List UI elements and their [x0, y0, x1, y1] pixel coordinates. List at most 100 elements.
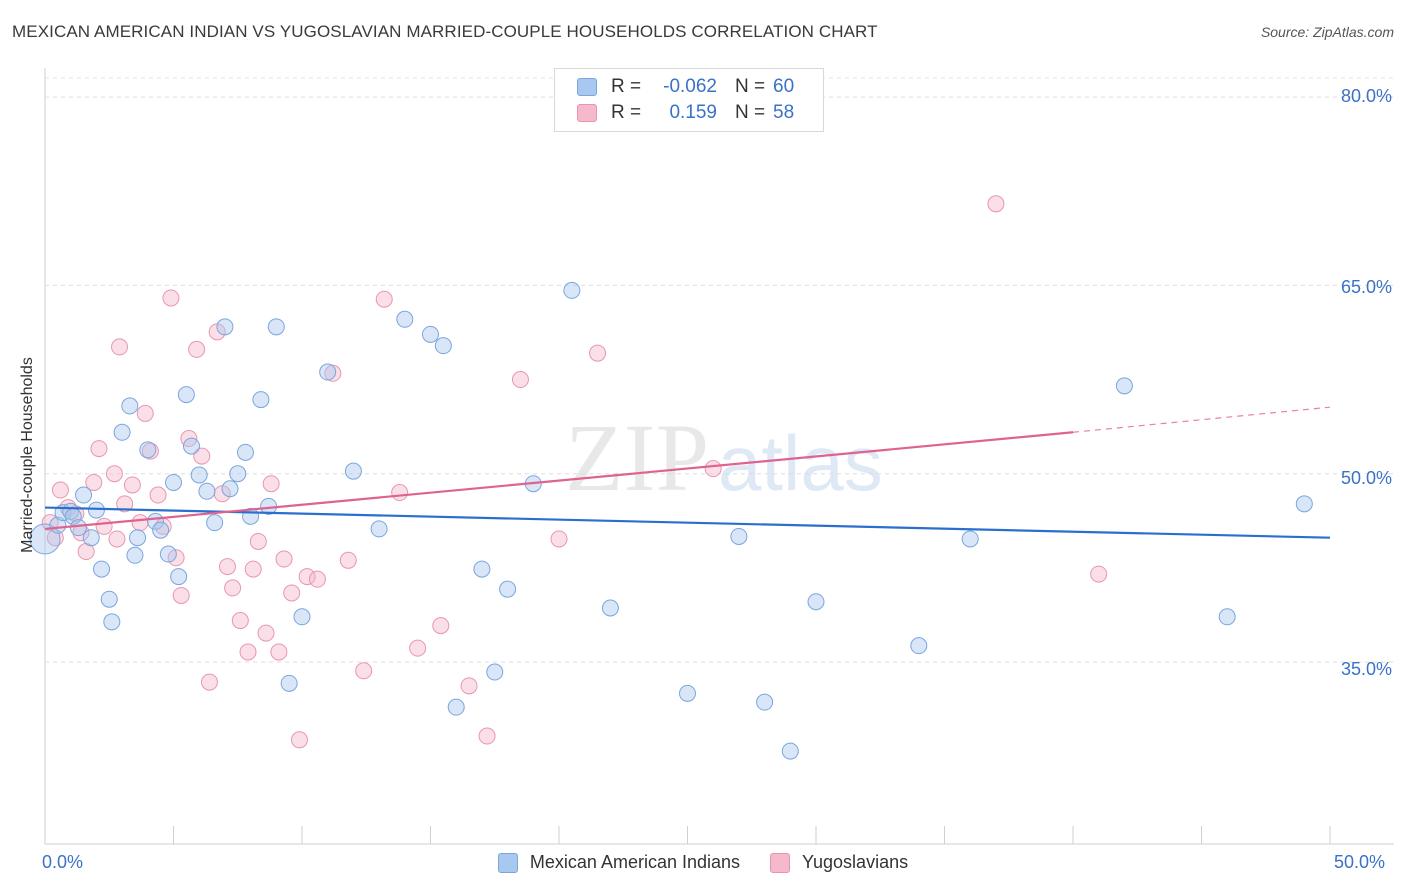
point-mexican-26: [206, 514, 224, 532]
point-mexican-24: [190, 466, 208, 484]
point-mexican-21: [170, 568, 188, 586]
point-yugoslavian-22: [172, 586, 190, 604]
point-yugoslavian-2: [51, 481, 69, 499]
trend-line-yugoslavian-extension: [1072, 406, 1331, 433]
point-mexican-13: [121, 397, 139, 415]
point-mexican-20: [165, 473, 182, 491]
r-label: R =: [611, 102, 642, 123]
point-yugoslavian-13: [116, 495, 134, 513]
point-yugoslavian-44: [339, 551, 357, 569]
point-yugoslavian-12: [111, 338, 129, 356]
point-yugoslavian-24: [188, 340, 206, 358]
point-yugoslavian-35: [257, 624, 275, 642]
point-yugoslavian-10: [105, 465, 123, 483]
point-yugoslavian-57: [1090, 565, 1108, 583]
point-mexican-59: [1295, 495, 1313, 513]
point-mexican-32: [252, 391, 270, 409]
point-yugoslavian-36: [262, 475, 280, 493]
point-mexican-35: [280, 674, 298, 692]
point-mexican-25: [198, 482, 216, 500]
point-mexican-38: [344, 462, 362, 480]
y-tick-label-65: 65.0%: [1340, 277, 1392, 297]
point-mexican-44: [473, 560, 491, 578]
point-yugoslavian-37: [270, 643, 288, 661]
legend-item-yugoslavian[interactable]: Yugoslavians: [770, 852, 908, 873]
point-yugoslavian-42: [308, 570, 326, 588]
point-yugoslavian-47: [391, 484, 409, 502]
point-yugoslavian-54: [589, 344, 607, 362]
point-mexican-28: [221, 480, 239, 498]
point-yugoslavian-51: [478, 727, 496, 745]
point-yugoslavian-34: [249, 532, 267, 550]
legend-swatch-mexican: [497, 852, 518, 873]
point-mexican-14: [126, 546, 144, 564]
source-label: Source: ZipAtlas.com: [1260, 24, 1394, 40]
legend-label-mexican: Mexican American Indians: [529, 852, 741, 872]
point-yugoslavian-41: [298, 568, 316, 586]
legend-label-yugoslavian: Yugoslavians: [802, 852, 909, 872]
point-yugoslavian-21: [167, 549, 185, 567]
point-mexican-34: [267, 318, 285, 336]
point-yugoslavian-16: [136, 404, 154, 422]
legend-swatch-yugoslavian: [577, 104, 597, 122]
point-mexican-30: [236, 443, 254, 461]
point-yugoslavian-45: [355, 662, 373, 680]
watermark: ZIP atlas: [565, 404, 883, 511]
point-mexican-50: [679, 684, 696, 702]
point-mexican-16: [139, 441, 157, 459]
point-mexican-19: [159, 545, 177, 563]
legend-row-yugoslavian: R = 0.159 N = 58: [577, 100, 794, 126]
y-axis-label: Married-couple Households: [19, 357, 36, 553]
point-mexican-12: [113, 423, 131, 441]
point-yugoslavian-30: [224, 579, 242, 597]
series-legend: Mexican American Indians Yugoslavians: [0, 852, 1406, 873]
n-label: N =: [735, 76, 766, 97]
trend-line-mexican: [44, 506, 1331, 539]
watermark-zip: ZIP: [565, 404, 709, 511]
point-yugoslavian-31: [231, 612, 249, 630]
point-yugoslavian-53: [550, 530, 568, 548]
point-yugoslavian-49: [432, 617, 450, 635]
point-mexican-5: [69, 519, 87, 537]
point-yugoslavian-15: [131, 514, 149, 532]
point-mexican-18: [152, 521, 170, 539]
x-axis-min-label: 0.0%: [42, 852, 84, 872]
n-value: 60: [773, 76, 795, 97]
y-tick-label-35: 35.0%: [1340, 659, 1392, 679]
point-yugoslavian-29: [218, 558, 236, 576]
point-mexican-46: [499, 580, 517, 598]
point-mexican-54: [807, 593, 825, 611]
y-tick-label-80: 80.0%: [1340, 86, 1392, 106]
chart-title: MEXICAN AMERICAN INDIAN VS YUGOSLAVIAN M…: [12, 22, 878, 41]
point-mexican-27: [216, 318, 234, 336]
r-value: -0.062: [663, 76, 717, 97]
point-yugoslavian-8: [90, 440, 108, 458]
legend-item-mexican[interactable]: Mexican American Indians: [497, 852, 741, 873]
point-mexican-48: [563, 281, 581, 299]
legend-swatch-mexican: [577, 78, 597, 96]
axes: [44, 68, 1394, 845]
r-value: 0.159: [669, 102, 717, 123]
point-yugoslavian-7: [85, 473, 103, 491]
n-value: 58: [773, 102, 795, 123]
point-mexican-41: [422, 325, 439, 343]
point-mexican-43: [447, 698, 465, 716]
x-axis-max-label: 50.0%: [1334, 852, 1386, 872]
point-mexican-40: [396, 310, 414, 328]
point-mexican-11: [103, 613, 121, 631]
point-mexican-15: [129, 529, 147, 547]
point-mexican-55: [910, 637, 928, 655]
point-yugoslavian-38: [275, 550, 293, 568]
point-mexican-37: [319, 363, 337, 381]
point-yugoslavian-11: [108, 530, 126, 548]
point-mexican-42: [434, 337, 452, 355]
point-yugoslavian-32: [239, 643, 257, 661]
point-mexican-56: [961, 530, 979, 548]
point-mexican-57: [1115, 377, 1133, 395]
point-mexican-39: [370, 520, 388, 538]
point-mexican-22: [177, 386, 195, 404]
point-yugoslavian-20: [162, 289, 180, 307]
point-mexican-29: [229, 465, 247, 483]
point-mexican-10: [100, 590, 118, 608]
